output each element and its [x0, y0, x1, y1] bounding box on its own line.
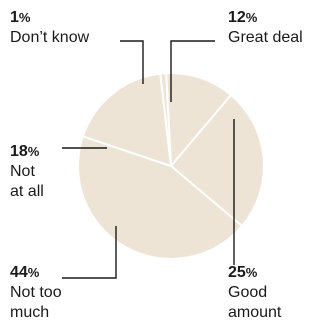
pie-slice-dont-know — [159, 72, 172, 167]
pie-slice-not-too-much — [77, 135, 244, 260]
cat-good-amount: Good amount — [228, 284, 282, 321]
label-dont-know: 1% Don’t know — [10, 8, 89, 48]
pie-slices — [77, 72, 265, 260]
leader-lines — [62, 40, 235, 279]
pct-not-too-much: 44% — [10, 264, 40, 281]
leader-not-too-much — [62, 226, 117, 279]
label-good-amount: 25% Good amount — [228, 263, 281, 323]
cat-great-deal: Great deal — [228, 29, 303, 46]
cat-not-at-all: Not at all — [10, 163, 44, 200]
pie-slice-not-at-all — [81, 72, 173, 168]
pct-good-amount: 25% — [228, 264, 258, 281]
pct-not-at-all: 18% — [10, 143, 40, 160]
leader-dont-know — [120, 40, 144, 84]
pie-slice-good-amount — [169, 93, 265, 228]
pct-dont-know: 1% — [10, 9, 31, 26]
pie-slice-great-deal — [165, 72, 233, 169]
label-not-at-all: 18% Not at all — [10, 142, 44, 202]
pct-great-deal: 12% — [228, 9, 258, 26]
leader-great-deal — [170, 40, 215, 102]
label-not-too-much: 44% Not too much — [10, 263, 62, 323]
label-great-deal: 12% Great deal — [228, 8, 303, 48]
cat-not-too-much: Not too much — [10, 284, 62, 321]
cat-dont-know: Don’t know — [10, 29, 90, 46]
